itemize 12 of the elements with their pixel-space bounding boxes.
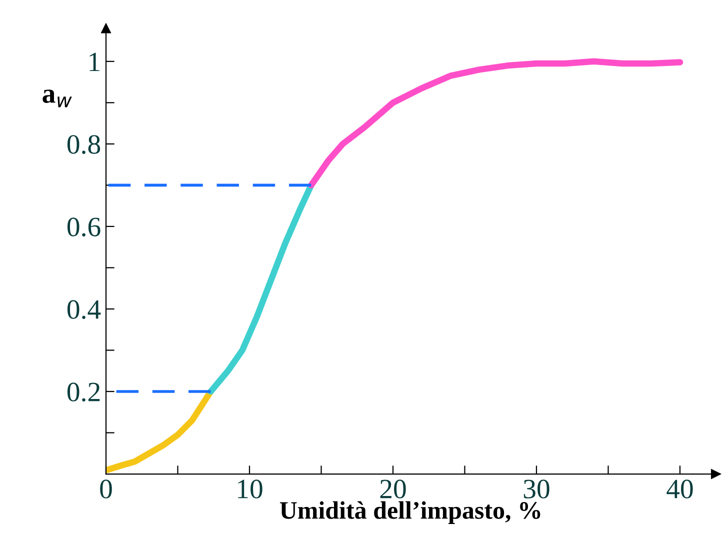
x-tick-label: 10 (238, 480, 262, 498)
x-axis-title: Umidità dell’impasto, % (280, 501, 540, 524)
x-tick-label: 40 (666, 480, 693, 498)
y-tick-label: 1 (90, 52, 100, 72)
y-axis-title: a$_{w}$ (42, 90, 72, 108)
y-tick-label: 0.2 (67, 382, 100, 402)
y-tick-label: 0.8 (67, 135, 100, 154)
x-tick-label: 30 (524, 480, 550, 498)
y-tick-label: 0.4 (67, 300, 101, 320)
y-tick-label: 0.6 (67, 218, 100, 236)
x-tick-label: 20 (380, 480, 406, 498)
x-tick-label: 0 (100, 480, 112, 498)
